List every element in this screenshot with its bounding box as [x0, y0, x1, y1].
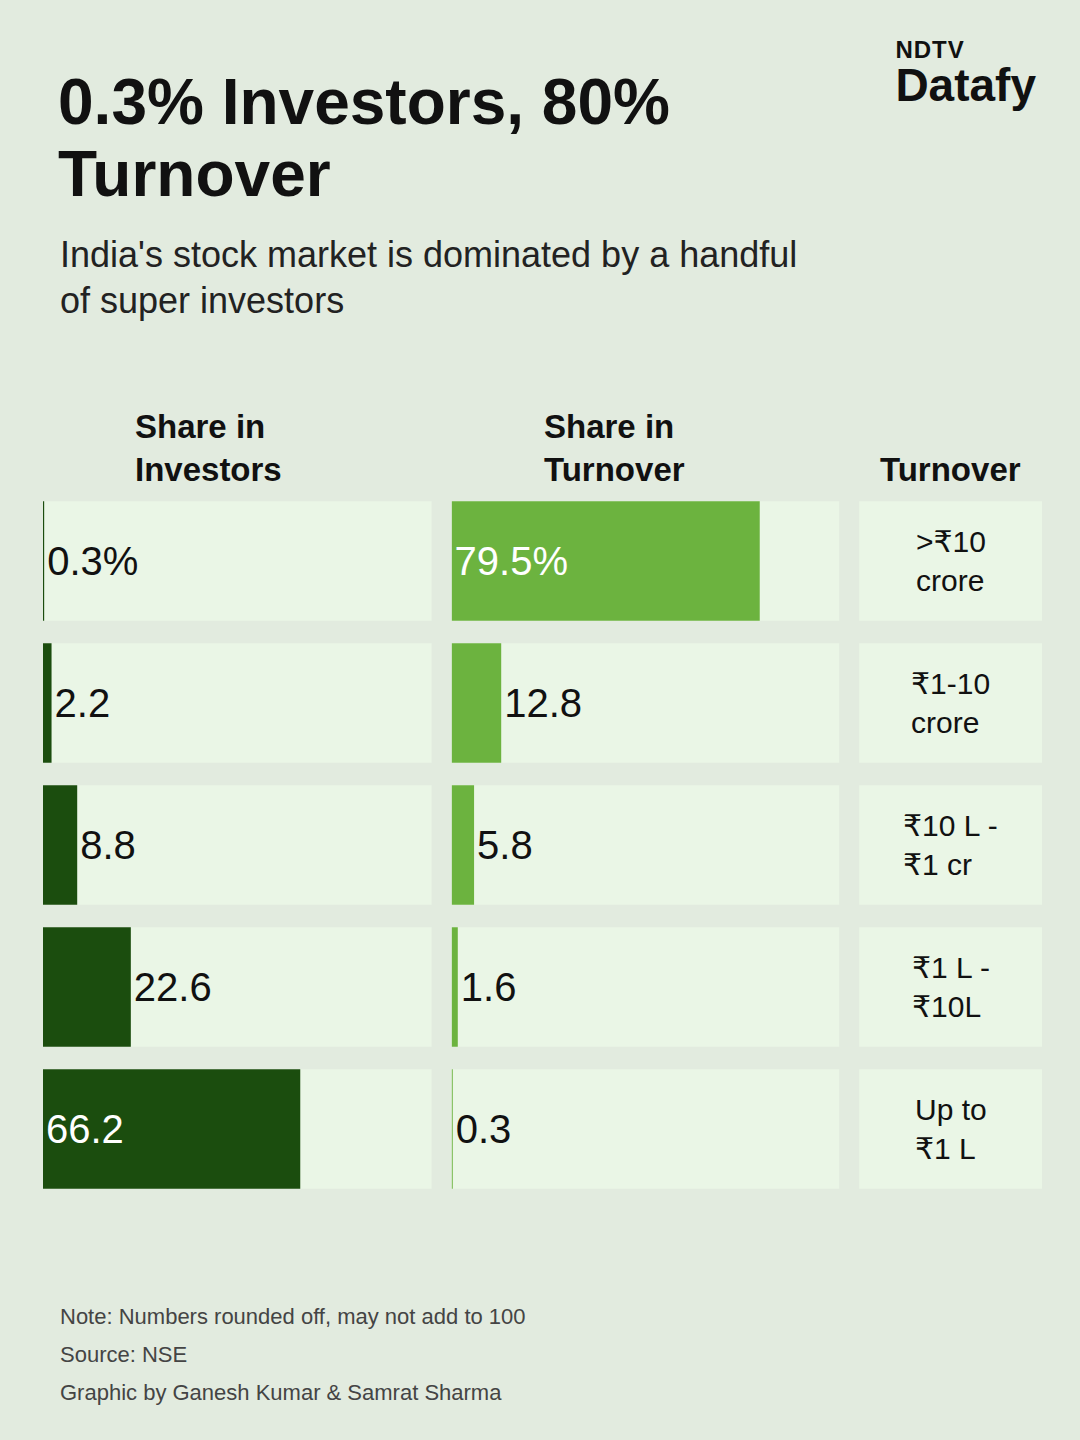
svg-text:Turnover: Turnover — [880, 451, 1021, 488]
svg-text:22.6: 22.6 — [134, 965, 212, 1009]
svg-text:66.2: 66.2 — [46, 1107, 124, 1151]
svg-text:₹1 L -₹10L: ₹1 L -₹10L — [912, 951, 990, 1023]
html-text:NDTV: NDTV — [895, 36, 965, 63]
svg-text:8.8: 8.8 — [80, 823, 136, 867]
html-text:India's stock market is domina: India's stock market is dominated by a h… — [60, 234, 798, 321]
html-text:0.3% Investors, 80% Turnover: 0.3% Investors, 80% Turnover — [58, 66, 670, 210]
svg-text:12.8: 12.8 — [504, 681, 582, 725]
svg-text:Up to₹1 L: Up to₹1 L — [915, 1093, 987, 1165]
svg-text:5.8: 5.8 — [477, 823, 533, 867]
svg-text:79.5%: 79.5% — [455, 539, 568, 583]
svg-text:₹10 L -₹1 cr: ₹10 L -₹1 cr — [903, 809, 998, 881]
svg-text:Share inTurnover: Share inTurnover — [544, 408, 685, 488]
svg-text:2.2: 2.2 — [55, 681, 111, 725]
svg-text:Share inInvestors: Share inInvestors — [135, 408, 282, 488]
svg-text:1.6: 1.6 — [461, 965, 517, 1009]
svg-text:₹1-10crore: ₹1-10crore — [911, 667, 990, 739]
html-text:Graphic by Ganesh Kumar & Samr: Graphic by Ganesh Kumar & Samrat Sharma — [60, 1380, 502, 1405]
svg-text:>₹10crore: >₹10crore — [916, 525, 986, 597]
html-text:Source: NSE: Source: NSE — [60, 1342, 188, 1367]
html-text:Note: Numbers rounded off, may: Note: Numbers rounded off, may not add t… — [60, 1304, 526, 1329]
html-text:Datafy: Datafy — [895, 59, 1036, 111]
svg-text:0.3%: 0.3% — [47, 539, 138, 583]
svg-text:0.3: 0.3 — [456, 1107, 512, 1151]
